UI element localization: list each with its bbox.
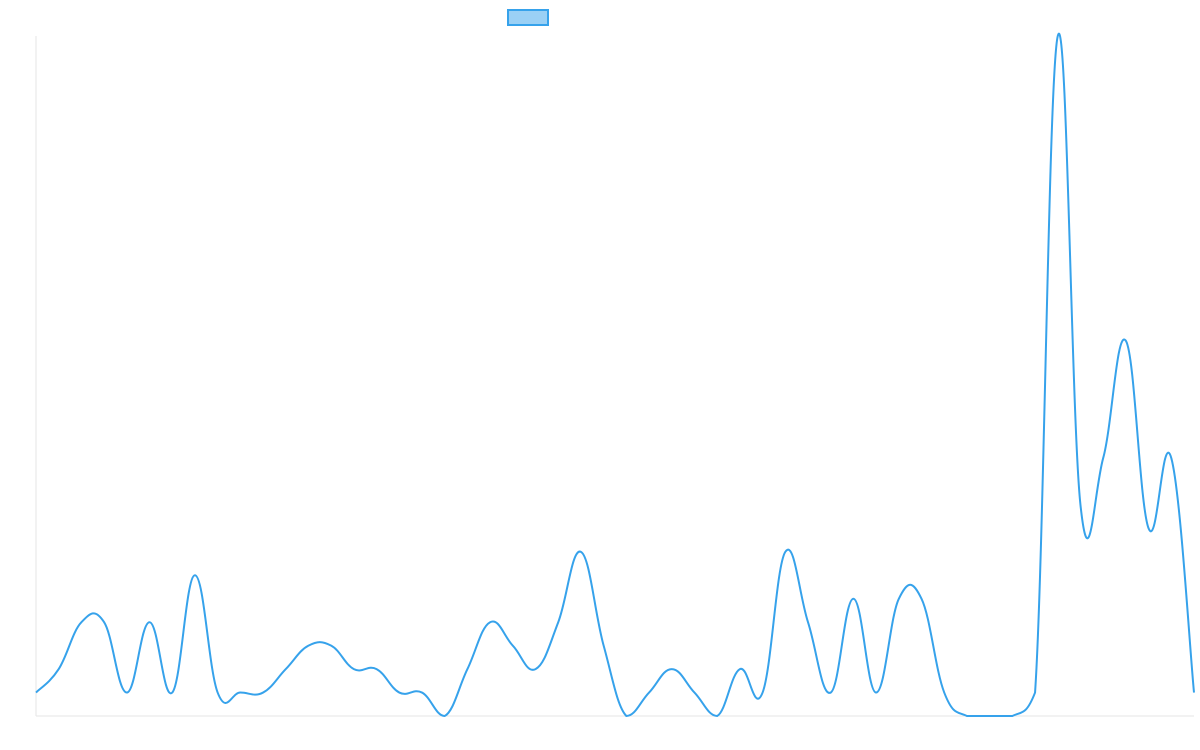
line: [35, 32, 1195, 718]
legend-swatch[interactable]: [507, 9, 549, 26]
